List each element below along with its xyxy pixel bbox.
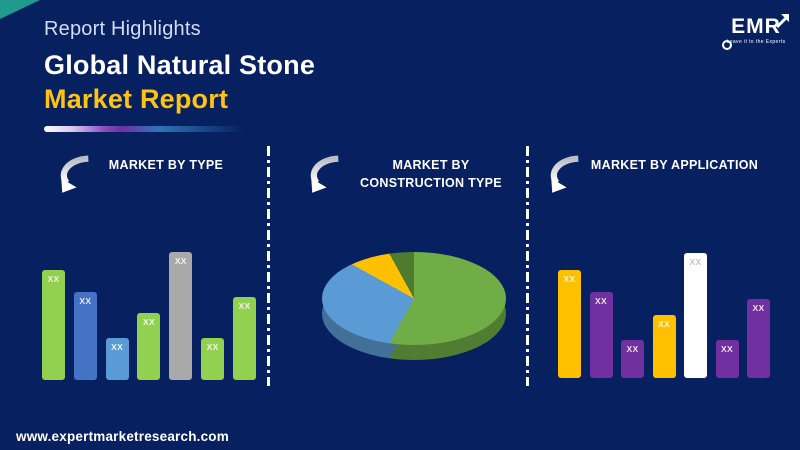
bar-value-label: XX <box>238 301 251 311</box>
bar-value-label: XX <box>626 344 639 354</box>
page-title-line1: Global Natural Stone <box>44 50 316 80</box>
bar: XX <box>232 297 256 380</box>
logo-text: EMR <box>731 15 781 38</box>
bar-value-label: XX <box>595 296 607 306</box>
bar-value-label: XX <box>563 274 576 284</box>
bar: XX <box>558 270 581 378</box>
bar: XX <box>137 313 161 380</box>
bar-value-label: XX <box>752 303 765 313</box>
corner-triangle-decoration <box>0 0 40 19</box>
logo-ring-icon <box>722 40 732 50</box>
curved-arrow-icon <box>310 155 339 193</box>
footer-website-url: www.expertmarketresearch.com <box>16 429 229 444</box>
bar: XX <box>747 299 770 378</box>
section-label: MARKET BY APPLICATION <box>590 158 759 172</box>
bar-value-label: XX <box>111 342 124 352</box>
bar: XX <box>684 253 707 378</box>
bar-value-label: XX <box>47 274 60 284</box>
bar-value-label: XX <box>689 257 702 267</box>
bar-value-label: XX <box>206 342 219 352</box>
bar: XX <box>73 292 97 380</box>
section-label: MARKET BY CONSTRUCTION TYPE <box>360 158 502 191</box>
bar-value-label: XX <box>79 296 92 306</box>
bar-value-label: XX <box>658 319 670 329</box>
bar: XX <box>715 340 739 378</box>
market-by-application-bar-chart: XX XX XX XX XX XX XX <box>558 246 770 378</box>
section-header-market-by-type: MARKET BY TYPE <box>55 152 233 194</box>
bar: XX <box>589 292 613 378</box>
title-underline-gradient <box>44 126 244 132</box>
bar-value-label: XX <box>721 344 733 354</box>
report-eyebrow: Report Highlights <box>44 18 201 40</box>
up-right-arrow-icon <box>775 14 789 29</box>
section-divider <box>526 146 529 386</box>
curved-arrow-icon <box>60 155 89 193</box>
bar: XX <box>42 270 65 380</box>
pie-top-surface <box>322 252 506 345</box>
bar: XX <box>201 338 225 380</box>
section-label: MARKET BY TYPE <box>108 158 224 172</box>
bar: XX <box>621 340 644 378</box>
emr-logo: EMR Leave it to the Experts <box>716 14 796 50</box>
market-by-construction-type-pie-chart <box>322 252 506 362</box>
page-title-line2: Market Report <box>44 84 229 114</box>
market-by-type-bar-chart: XX XX XX XX XX XX XX <box>42 245 256 380</box>
section-header-market-by-application: MARKET BY APPLICATION <box>545 152 760 194</box>
curved-arrow-icon <box>550 155 579 193</box>
logo-tagline: Leave it to the Experts <box>726 39 786 45</box>
header: Report Highlights Global Natural Stone M… <box>44 18 315 116</box>
bar: XX <box>169 252 193 380</box>
section-divider <box>267 146 270 386</box>
bar-value-label: XX <box>143 317 155 327</box>
bar: XX <box>105 338 129 380</box>
bar: XX <box>652 315 676 378</box>
bar-value-label: XX <box>174 256 187 266</box>
section-header-market-by-construction-type: MARKET BY CONSTRUCTION TYPE <box>305 152 513 194</box>
